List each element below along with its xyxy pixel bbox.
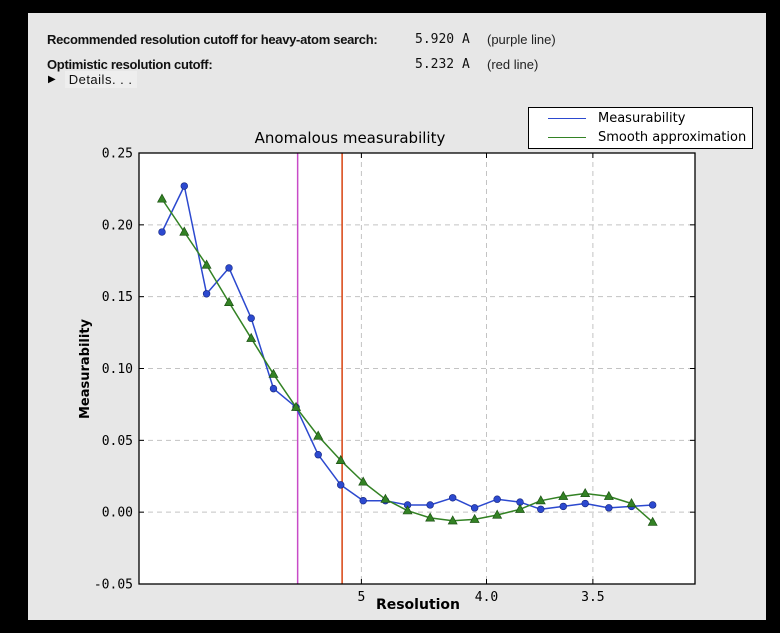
x-tick-label: 4.0	[475, 590, 498, 605]
y-tick-label: 0.15	[102, 290, 133, 305]
recommended-cutoff-note: (purple line)	[487, 32, 556, 47]
data-point-circle	[581, 499, 589, 508]
data-point-triangle	[425, 512, 436, 522]
details-label: Details. . .	[64, 71, 137, 88]
data-point-circle	[314, 451, 322, 459]
optimistic-cutoff-note: (red line)	[487, 57, 539, 72]
data-point-circle	[269, 384, 278, 393]
legend-entry-measurability: Measurability	[529, 111, 752, 127]
data-point-triangle	[313, 430, 324, 440]
data-point-triangle	[580, 487, 591, 498]
data-point-circle	[470, 504, 479, 512]
tick-marks	[139, 152, 695, 585]
tick-labels: 0.25 0.20 0.15 0.10 0.05 0.00 -0.05 5 4.0 3.5	[94, 147, 605, 606]
series-smooth-approximation	[157, 193, 658, 526]
y-tick-label: -0.05	[94, 578, 133, 593]
data-point-triangle	[402, 505, 413, 515]
data-point-circle	[337, 481, 345, 489]
x-tick-label: 3.5	[581, 590, 604, 605]
data-point-triangle	[268, 368, 279, 378]
data-point-circle	[202, 290, 211, 298]
data-point-triangle	[469, 513, 480, 523]
y-tick-label: 0.05	[102, 434, 133, 449]
data-point-circle	[448, 494, 457, 502]
data-point-circle	[247, 314, 255, 322]
data-point-triangle	[201, 259, 212, 269]
gridlines	[139, 153, 695, 584]
smooth-approximation-line-swatch	[548, 137, 586, 138]
y-tick-label: 0.20	[102, 218, 133, 233]
data-point-circle	[537, 505, 545, 513]
data-point-circle	[359, 496, 367, 505]
data-point-triangle	[335, 454, 346, 464]
data-point-circle	[493, 495, 501, 503]
data-point-circle	[158, 228, 166, 236]
y-tick-label: 0.25	[102, 147, 133, 162]
data-point-triangle	[291, 401, 302, 411]
data-point-triangle	[246, 332, 257, 342]
data-point-triangle	[380, 493, 391, 503]
y-tick-label: 0.00	[102, 506, 133, 521]
data-point-triangle	[603, 490, 614, 500]
optimistic-cutoff-label: Optimistic resolution cutoff:	[47, 57, 213, 72]
recommended-cutoff-value: 5.920 A	[415, 32, 470, 47]
data-point-circle	[225, 264, 233, 272]
data-point-triangle	[358, 476, 369, 486]
legend-label: Measurability	[598, 111, 686, 126]
data-point-triangle	[179, 226, 190, 236]
legend-entry-smooth-approximation: Smooth approximation	[529, 130, 752, 146]
data-point-circle	[426, 501, 434, 509]
data-point-triangle	[447, 515, 458, 525]
chart-legend: Measurability Smooth approximation	[528, 107, 753, 149]
data-point-circle	[559, 502, 567, 511]
data-point-triangle	[535, 495, 546, 505]
data-point-triangle	[492, 509, 503, 519]
measurability-line-swatch	[548, 118, 586, 119]
legend-label: Smooth approximation	[598, 130, 747, 145]
optimistic-cutoff-value: 5.232 A	[415, 57, 470, 72]
data-point-circle	[605, 504, 613, 512]
data-point-circle	[648, 501, 657, 509]
data-point-triangle	[626, 498, 637, 508]
x-axis-label: Resolution	[375, 597, 461, 613]
data-point-circle	[180, 182, 188, 190]
data-point-triangle	[558, 490, 569, 500]
chart-title: Anomalous measurability	[254, 129, 446, 147]
measurability-chart: 0.25 0.20 0.15 0.10 0.05 0.00 -0.05 5 4.0 3.5	[94, 147, 696, 606]
details-disclosure[interactable]: ▶ Details. . .	[48, 71, 137, 88]
x-tick-label: 5	[357, 590, 365, 605]
disclosure-triangle-icon: ▶	[48, 73, 56, 85]
recommended-cutoff-label: Recommended resolution cutoff for heavy-…	[47, 32, 378, 47]
y-tick-label: 0.10	[102, 362, 133, 377]
data-point-triangle	[647, 516, 658, 526]
data-point-triangle	[515, 503, 526, 513]
data-point-triangle	[224, 296, 234, 306]
data-point-triangle	[157, 193, 167, 203]
